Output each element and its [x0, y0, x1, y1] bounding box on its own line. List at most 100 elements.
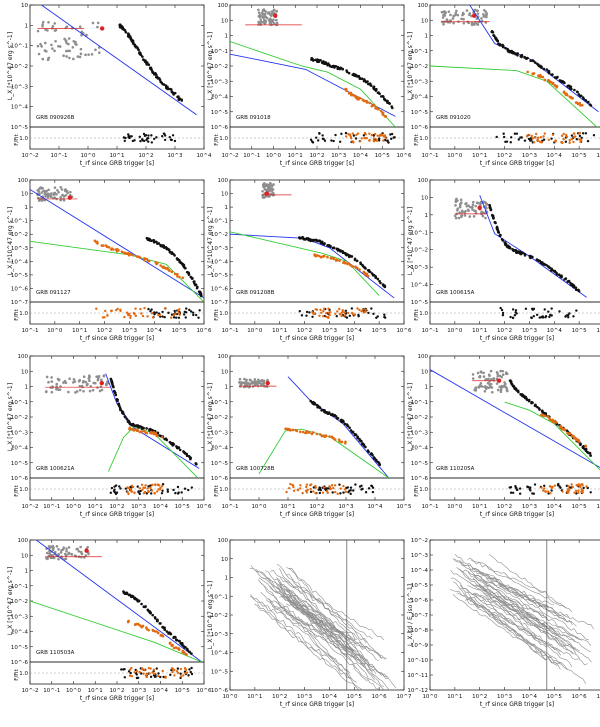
- y-tick-label: 10: [21, 192, 28, 198]
- ratio-point-black: [334, 133, 337, 137]
- ratio-point-black: [372, 312, 375, 316]
- ratio-point-black: [147, 140, 150, 143]
- x-axis-label: t_rf since GRB trigger [s]: [480, 511, 554, 518]
- ratio-points: [495, 131, 596, 145]
- ratio-point-black: [504, 140, 507, 144]
- y-tick-label: 10^-2: [11, 599, 28, 605]
- ratio-point-black: [572, 315, 575, 318]
- bat-point: [473, 8, 477, 12]
- x-tick-label: 10^4: [522, 694, 538, 700]
- ratio-point-black: [150, 492, 153, 495]
- bat-point: [485, 386, 489, 389]
- ratio-point-orange: [541, 489, 545, 492]
- xrt-point: [550, 73, 554, 77]
- bat-point: [46, 195, 50, 199]
- bat-point: [69, 190, 72, 194]
- bat-point: [468, 205, 472, 209]
- optical-point: [330, 435, 334, 439]
- bat-point: [96, 21, 100, 25]
- x-tick-label: 10^-1: [21, 328, 38, 334]
- y-axis-label: L_X [*10^47 erg s^-1]: [407, 207, 414, 275]
- ratio-point-black: [136, 485, 139, 488]
- xrt-point: [386, 101, 389, 105]
- x-tick-label: 10^-1: [43, 504, 60, 510]
- optical-point: [580, 103, 584, 107]
- bat-point: [273, 22, 276, 25]
- xrt-point: [489, 208, 493, 211]
- optical-point: [319, 255, 323, 259]
- ratio-point-orange: [577, 491, 580, 495]
- xrt-point: [304, 238, 307, 241]
- bat-point: [94, 48, 97, 52]
- xrt-point: [553, 269, 557, 273]
- xrt-point: [541, 262, 545, 266]
- ratio-point-black: [518, 487, 522, 490]
- bat-point: [105, 382, 108, 386]
- plot-frame: [29, 4, 205, 128]
- y-axis-label: L_X [*10^47 erg s^-1]: [207, 32, 214, 100]
- ratio-point-orange: [301, 491, 304, 495]
- xrt-point: [390, 106, 394, 110]
- optical-point: [168, 269, 171, 272]
- y-tick-label: 10^-6: [211, 125, 229, 131]
- x-axis-label: t_rf since GRB trigger [s]: [80, 160, 154, 167]
- ratio-point-orange: [141, 314, 145, 318]
- ratio-point-orange: [327, 307, 330, 310]
- xrt-point: [525, 397, 528, 401]
- y-tick-label: 10^-2: [411, 415, 428, 421]
- ratio-point-black: [511, 316, 515, 320]
- bat-point: [482, 15, 486, 18]
- ratio-point-black: [113, 488, 116, 491]
- ratio-axis-label: F/Fit: [14, 484, 20, 496]
- ratio-point-orange: [572, 140, 575, 144]
- ratio-points: [109, 483, 194, 496]
- bat-point: [468, 13, 471, 17]
- ratio-point-orange: [581, 491, 584, 494]
- bat-point: [91, 21, 95, 25]
- ratio-point-black: [349, 492, 352, 496]
- bat-point: [53, 22, 57, 25]
- optical-point: [347, 92, 351, 95]
- ratio-point-black: [390, 137, 393, 141]
- xrt-point: [177, 446, 181, 449]
- ratio-point-orange: [327, 316, 330, 320]
- xrt-point: [190, 652, 193, 655]
- ratio-point-orange: [535, 132, 538, 136]
- plot-area: [430, 369, 600, 471]
- ratio-points: [120, 666, 194, 680]
- optical-point: [298, 430, 302, 434]
- bat-point: [53, 550, 57, 554]
- light-curve: [479, 595, 578, 639]
- xrt-point: [508, 246, 512, 250]
- y-tick-label: 10^-4: [11, 105, 29, 111]
- ratio-point-orange: [356, 132, 360, 135]
- ratio-point-orange: [364, 308, 367, 311]
- x-tick-label: 10^6: [196, 504, 212, 510]
- xrt-point: [493, 220, 497, 224]
- xrt-point: [368, 82, 372, 85]
- ratio-point-black: [530, 316, 533, 319]
- bat-point: [477, 386, 481, 389]
- bat-point: [484, 378, 487, 381]
- bat-point: [266, 184, 270, 187]
- bat-point: [502, 385, 505, 388]
- ratio-point-orange: [143, 306, 146, 310]
- bat-point: [471, 208, 474, 211]
- ratio-point-black: [187, 674, 190, 677]
- ratio-points: [122, 132, 177, 144]
- xrt-point: [140, 602, 143, 606]
- xrt-point: [167, 632, 170, 635]
- bat-point: [44, 50, 48, 53]
- ratio-point-black: [550, 314, 553, 317]
- optical-point: [125, 252, 128, 255]
- ratio-point-black: [163, 315, 166, 319]
- ratio-point-orange: [133, 671, 136, 674]
- bat-point: [475, 201, 479, 204]
- xrt-point: [341, 251, 345, 255]
- ratio-point-orange: [140, 312, 143, 315]
- x-tick-label: 10^0: [80, 153, 96, 159]
- optical-point: [329, 256, 333, 260]
- xrt-point: [339, 249, 342, 252]
- optical-point: [316, 254, 319, 257]
